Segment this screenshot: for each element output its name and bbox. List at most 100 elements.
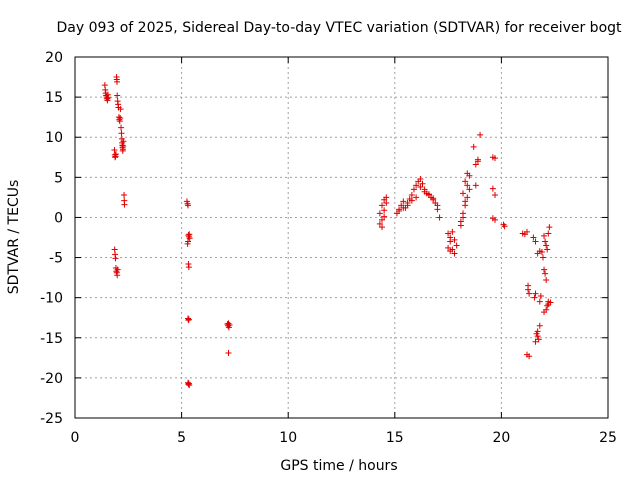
data-point	[417, 175, 424, 182]
data-point	[547, 299, 554, 306]
data-point	[408, 191, 415, 198]
x-tick-label: 0	[71, 430, 80, 446]
data-point	[186, 235, 193, 242]
data-point	[535, 336, 542, 343]
data-point	[523, 228, 530, 235]
data-point	[536, 298, 543, 305]
data-point	[449, 228, 456, 235]
data-point	[531, 294, 538, 301]
data-point	[118, 130, 125, 137]
data-point	[114, 78, 120, 85]
data-point	[464, 170, 471, 177]
data-point	[410, 186, 417, 193]
x-tick-label: 10	[279, 430, 297, 446]
data-point	[225, 350, 232, 357]
data-point	[546, 224, 553, 231]
data-point	[447, 234, 454, 241]
data-point	[470, 143, 477, 150]
y-tick-label: 5	[54, 170, 63, 186]
data-point	[472, 161, 479, 168]
y-tick-label: -25	[40, 411, 63, 427]
data-point	[543, 242, 550, 249]
data-point	[477, 131, 484, 138]
data-point	[226, 321, 233, 328]
y-tick-label: 10	[45, 130, 63, 146]
data-point	[545, 230, 552, 237]
data-point	[185, 316, 192, 323]
data-point	[383, 194, 390, 201]
data-point	[445, 244, 452, 251]
y-tick-label: -20	[40, 371, 63, 387]
data-point	[544, 246, 551, 253]
data-point	[474, 156, 481, 163]
data-point	[413, 182, 420, 189]
data-point	[525, 282, 532, 289]
data-point	[112, 151, 119, 158]
data-point	[430, 195, 437, 202]
y-tick-label: -5	[49, 251, 63, 267]
data-point	[492, 191, 499, 198]
axis-ticks: 0 5 10 15 20 25 -25 -20 -15 -10 -5 0 5 10 15 20	[40, 50, 617, 446]
data-point	[451, 250, 458, 257]
data-point	[489, 185, 496, 192]
data-point	[379, 202, 386, 209]
data-point	[381, 213, 388, 220]
grid	[75, 57, 608, 418]
data-point	[541, 232, 548, 239]
data-point	[419, 180, 426, 187]
data-point	[462, 178, 469, 185]
data-point	[436, 214, 443, 221]
data-point	[457, 222, 464, 229]
data-point	[114, 92, 121, 99]
data-point	[383, 200, 390, 207]
data-point	[114, 266, 121, 273]
data-point	[184, 238, 191, 245]
data-point	[445, 230, 452, 237]
x-axis-label: GPS time / hours	[280, 458, 397, 474]
data-point	[447, 248, 454, 255]
y-tick-label: 20	[45, 50, 63, 66]
data-point	[492, 216, 499, 223]
data-point	[408, 197, 415, 204]
data-point	[526, 353, 533, 360]
data-point	[105, 94, 112, 101]
data-point	[537, 293, 544, 300]
data-point	[542, 270, 549, 277]
data-point	[451, 236, 458, 243]
y-tick-label: -10	[40, 291, 63, 307]
data-point	[534, 328, 541, 335]
data-point	[532, 338, 539, 345]
data-point	[376, 210, 383, 217]
data-point	[400, 198, 407, 205]
data-point	[466, 186, 473, 193]
data-point	[501, 223, 508, 230]
y-axis-label: SDTVAR / TECUs	[6, 180, 22, 295]
x-tick-label: 20	[492, 430, 510, 446]
data-point	[453, 242, 460, 249]
data-point	[376, 220, 383, 227]
data-point	[542, 238, 549, 245]
y-tick-label: -15	[40, 331, 63, 347]
data-point	[536, 322, 543, 329]
data-point	[404, 202, 411, 209]
y-tick-label: 15	[45, 90, 63, 106]
x-tick-label: 25	[599, 430, 617, 446]
data-point	[530, 234, 537, 241]
data-point	[462, 198, 469, 205]
data-point	[413, 194, 420, 201]
data-point	[425, 191, 432, 198]
data-point	[120, 138, 127, 145]
data-point	[379, 216, 386, 223]
data-point	[379, 224, 386, 231]
data-point	[539, 254, 546, 261]
data-point	[460, 190, 467, 197]
data-point	[543, 306, 550, 313]
data-point	[421, 188, 428, 195]
data-point	[532, 238, 539, 245]
data-point	[114, 272, 121, 279]
x-tick-label: 5	[177, 430, 186, 446]
data-point	[185, 264, 192, 271]
data-point	[400, 204, 407, 211]
data-point	[184, 202, 191, 209]
